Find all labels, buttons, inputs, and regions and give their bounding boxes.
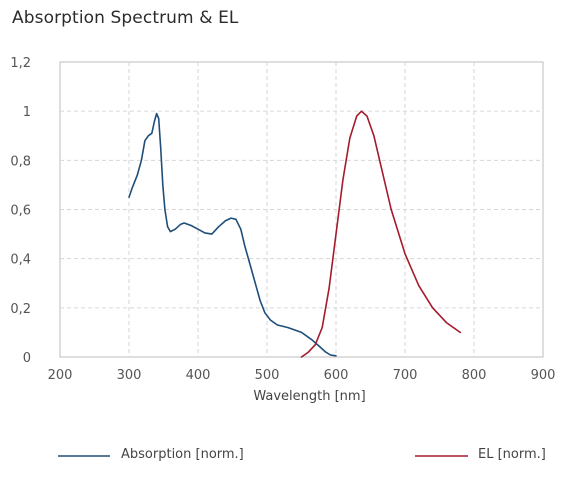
y-tick-label: 0,6 [10, 204, 31, 219]
x-tick-label: 600 [324, 368, 349, 383]
series-line-absorption [128, 112, 337, 357]
y-tick-label: 1 [23, 105, 31, 120]
series-layer [128, 110, 461, 358]
x-tick-label: 400 [186, 368, 211, 383]
x-tick-label: 200 [48, 368, 73, 383]
y-tick-label: 1,2 [10, 56, 31, 71]
y-tick-label: 0,8 [10, 154, 31, 169]
x-tick-label: 900 [531, 368, 556, 383]
y-tick-label: 0,2 [10, 302, 31, 317]
legend-label-el: EL [norm.] [478, 447, 546, 462]
legend: Absorption [norm.] EL [norm.] [58, 447, 546, 462]
x-tick-label: 500 [255, 368, 280, 383]
y-tick-label: 0,4 [10, 253, 31, 268]
x-tick-label: 700 [393, 368, 418, 383]
legend-label-absorption: Absorption [norm.] [121, 447, 244, 462]
axis-layer: 200 300 400 500 600 700 800 900 0 0,2 0,4 0,6 0,8 1 1,… [10, 56, 555, 404]
chart-title: Absorption Spectrum & EL [12, 8, 239, 28]
grid-layer [59, 61, 544, 358]
x-tick-label: 300 [117, 368, 142, 383]
x-axis-title: Wavelength [nm] [253, 389, 365, 404]
series-line-el [300, 110, 461, 358]
y-tick-label: 0 [23, 351, 31, 366]
x-tick-label: 800 [462, 368, 487, 383]
